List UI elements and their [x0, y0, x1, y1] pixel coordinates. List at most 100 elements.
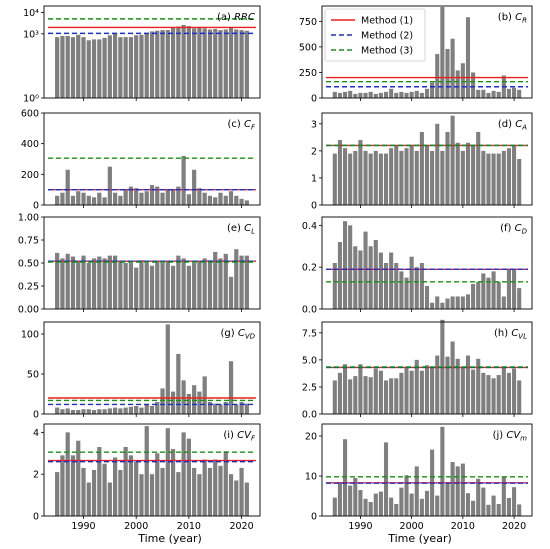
panel-7: 0.0 2.5 5.0 7.5 (h) CVL — [302, 319, 533, 421]
bar-1996 — [389, 148, 394, 205]
bar-1988 — [70, 37, 76, 98]
bar-2017 — [496, 91, 501, 98]
bar-1990 — [81, 409, 86, 414]
y-tick-label: 0.50 — [18, 259, 39, 270]
bar-1996 — [113, 192, 118, 205]
bar-1994 — [378, 92, 383, 98]
bar-1999 — [404, 367, 409, 414]
bar-2003 — [149, 406, 155, 414]
bar-1996 — [113, 407, 118, 414]
bar-1999 — [128, 406, 134, 414]
bar-1993 — [97, 256, 102, 309]
bar-1989 — [76, 410, 81, 414]
bar-1993 — [97, 192, 102, 205]
bar-1990 — [81, 467, 86, 516]
bar-2020 — [239, 402, 244, 414]
bar-2020 — [239, 467, 244, 516]
bar-1999 — [404, 92, 409, 98]
x-tick-label: 2010 — [177, 521, 201, 532]
y-tick-label: 0.0 — [302, 305, 317, 316]
bar-2020 — [239, 198, 244, 205]
bar-2008 — [450, 296, 455, 309]
axes-frame — [43, 423, 261, 517]
panel-0: 10⁰ 10³ 10⁴ (a) RRC — [23, 5, 261, 105]
bar-2006 — [440, 150, 445, 205]
bar-1989 — [353, 478, 358, 516]
bar-1991 — [86, 195, 91, 205]
bar-2001 — [414, 267, 419, 309]
bar-1992 — [368, 153, 373, 205]
bar-2015 — [213, 197, 218, 205]
bar-2015 — [213, 28, 218, 98]
bar-2003 — [149, 31, 155, 98]
bar-2013 — [202, 258, 207, 309]
bar-1994 — [102, 37, 107, 98]
bar-2003 — [424, 145, 430, 205]
bar-2014 — [481, 487, 486, 516]
y-tick-label: 50 — [27, 370, 39, 381]
bar-1995 — [383, 380, 389, 414]
panel-2: 0 200 400 600 (c) CF — [21, 109, 261, 212]
bar-2002 — [419, 92, 424, 98]
bar-2020 — [239, 30, 244, 99]
bar-1991 — [86, 40, 91, 98]
bar-2005 — [160, 192, 165, 205]
bar-2009 — [181, 432, 186, 516]
bar-2017 — [496, 281, 501, 309]
bar-2009 — [455, 142, 460, 205]
bar-1998 — [123, 447, 128, 516]
bar-1987 — [343, 91, 348, 98]
bar-2008 — [450, 462, 455, 516]
y-tick-label: 1 — [311, 173, 317, 184]
bar-2015 — [213, 459, 218, 516]
bar-2011 — [192, 263, 197, 309]
bar-2020 — [512, 368, 517, 414]
y-tick-label: 10⁰ — [23, 94, 39, 105]
bar-1998 — [399, 150, 404, 205]
panel-label: (c) CF — [228, 119, 256, 132]
axes-frame — [321, 321, 533, 415]
bar-2005 — [435, 296, 440, 309]
bar-2016 — [491, 90, 496, 98]
bar-2021 — [244, 482, 249, 516]
bar-2006 — [165, 261, 170, 309]
axes-frame — [321, 216, 533, 310]
bar-1988 — [70, 455, 76, 516]
bar-2010 — [186, 265, 191, 309]
bar-2018 — [501, 150, 506, 205]
bar-1992 — [91, 470, 97, 516]
panel-label: (d) CA — [498, 119, 527, 132]
bar-1990 — [81, 37, 86, 98]
bar-2005 — [160, 467, 165, 516]
bar-1988 — [348, 90, 353, 98]
y-tick-label: 100 — [21, 330, 39, 341]
bar-2003 — [424, 365, 430, 414]
bar-2019 — [506, 269, 511, 309]
bar-1986 — [337, 140, 342, 205]
bar-1999 — [128, 263, 134, 309]
bar-2007 — [170, 449, 176, 516]
bar-1996 — [389, 497, 394, 516]
bar-2002 — [144, 32, 149, 98]
bar-1998 — [399, 271, 404, 309]
bar-2000 — [409, 370, 414, 414]
legend-label-method-1: Method (1) — [361, 16, 413, 27]
bar-2008 — [450, 115, 455, 205]
bar-1986 — [337, 482, 342, 516]
bar-2000 — [134, 461, 139, 516]
bar-2013 — [202, 28, 207, 98]
bar-2005 — [435, 54, 440, 98]
bar-1991 — [86, 409, 91, 414]
bar-2017 — [496, 153, 501, 205]
bar-1988 — [348, 225, 353, 309]
y-tick-label: 0.0 — [302, 410, 317, 421]
bar-2018 — [501, 366, 506, 414]
panel-3: 0 1 2 3 (d) CA — [311, 112, 533, 212]
bar-2014 — [207, 467, 213, 516]
bar-2011 — [465, 142, 471, 205]
bar-2001 — [139, 407, 144, 414]
bar-1990 — [358, 490, 363, 516]
bar-2005 — [435, 495, 440, 516]
bar-1988 — [348, 153, 353, 205]
bar-2001 — [139, 34, 144, 98]
